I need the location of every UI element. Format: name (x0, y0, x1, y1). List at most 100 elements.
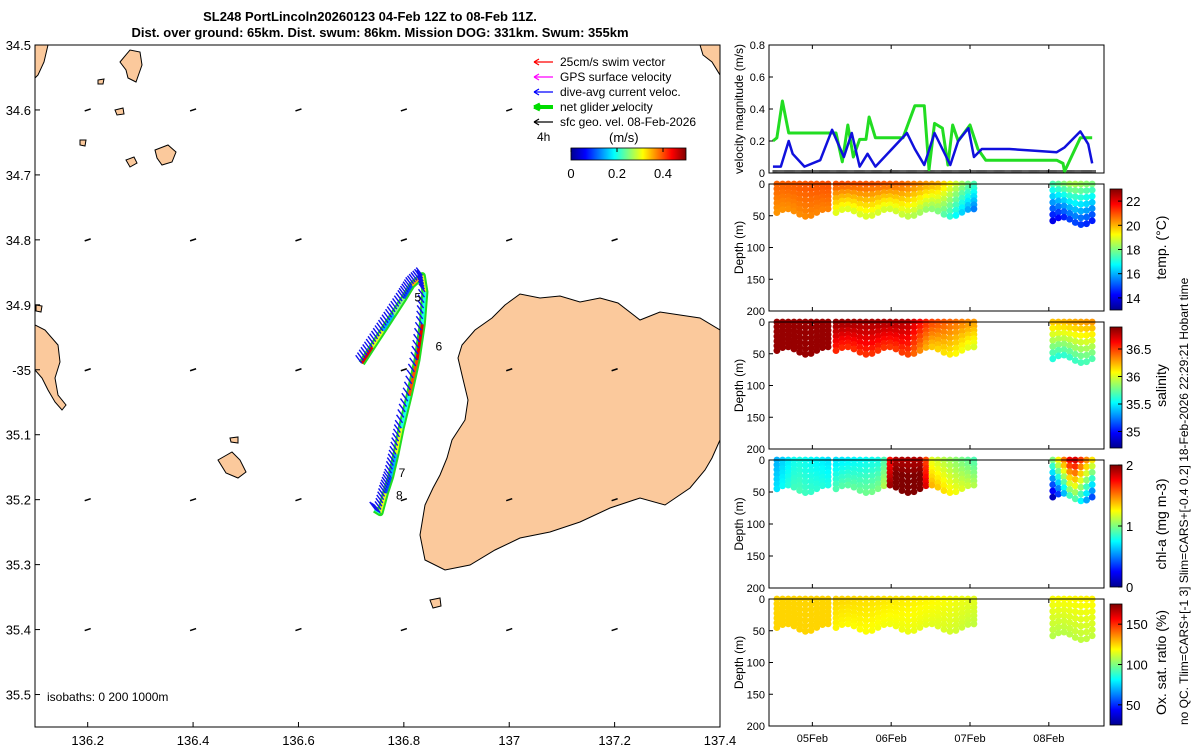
section-sample-dot (916, 485, 924, 493)
y-tick-label: 50 (753, 487, 765, 499)
section-sample-dot (958, 190, 966, 197)
section-sample-dot (813, 470, 821, 478)
dive-avg-current-arrow (374, 500, 382, 510)
section-sample-dot (964, 206, 972, 213)
section-sample-dot (832, 332, 840, 340)
section-sample-dot (886, 205, 894, 213)
section-sample-dot (796, 328, 804, 336)
section-sample-dot (898, 466, 906, 474)
section-sample-dot (832, 185, 840, 193)
section-sample-dot (1077, 207, 1085, 215)
section-sample-dot (801, 462, 809, 469)
section-sample-dot (838, 344, 846, 351)
section-sample-dot (1083, 496, 1090, 504)
section-sample-dot (813, 332, 821, 340)
legend-swatch-arrowhead (533, 88, 540, 96)
section-sample-dot (916, 185, 924, 193)
dive-avg-current-arrow (413, 333, 421, 343)
section-sample-dot (1071, 325, 1079, 332)
section-sample-dot (1049, 211, 1057, 219)
section-sample-dot (1060, 346, 1068, 353)
dive-avg-current-arrow (384, 464, 393, 474)
glider-track (355, 267, 429, 517)
panel-chlorophyll: 0 1 2 chl-a (mg m-3) 0 50 100 150 200 Depth (m) (732, 455, 1169, 595)
lat-tick-label: 35.3 (6, 558, 31, 573)
y-tick-label: 200 (747, 721, 765, 733)
section-sample-dot (807, 621, 815, 629)
colorbar (1109, 326, 1123, 449)
island-i (429, 597, 442, 609)
y-axis-label: Depth (m) (732, 636, 746, 689)
northeast-landmass (699, 45, 720, 76)
section-sample-dot (1083, 200, 1090, 208)
section-sample-dot (958, 623, 966, 631)
section-sample-dot (910, 329, 918, 336)
section-segment (1049, 595, 1096, 643)
section-sample-dot (1088, 192, 1096, 200)
section-segment (773, 595, 832, 635)
section-sample-dot (796, 620, 804, 628)
section-sample-dot (958, 480, 966, 488)
section-sample-dot (773, 466, 781, 473)
section-sample-dot (801, 627, 809, 635)
kangaroo-island-landmass (419, 293, 720, 571)
lat-tick-label: 34.7 (6, 168, 31, 183)
section-sample-dot (946, 207, 954, 215)
section-sample-dot (880, 621, 888, 628)
section-sample-dot (958, 332, 966, 340)
section-sample-dot (1077, 483, 1085, 491)
section-sample-dot (898, 476, 906, 484)
section-sample-dot (779, 206, 786, 213)
section-sample-dot (868, 467, 876, 474)
section-sample-dot (916, 337, 924, 345)
section-sample-dot (796, 466, 804, 474)
dive-avg-current-arrow (406, 369, 414, 379)
section-sample-dot (1071, 350, 1079, 358)
section-sample-dot (796, 185, 804, 193)
section-sample-dot (904, 345, 912, 353)
section-sample-dot (898, 605, 906, 613)
section-sample-dot (904, 462, 912, 469)
section-sample-dot (904, 323, 912, 331)
section-sample-dot (862, 611, 870, 619)
section-sample-dot (1071, 614, 1079, 622)
section-sample-dot (1060, 197, 1068, 204)
section-sample-dot (801, 472, 809, 480)
section-sample-dot (1066, 209, 1074, 217)
section-sample-dot (773, 480, 781, 488)
section-sample-dot (1071, 488, 1079, 496)
section-sample-dot (958, 609, 966, 617)
section-sample-dot (832, 199, 840, 207)
section-sample-dot (892, 622, 900, 630)
section-sample-dot (952, 606, 960, 613)
section-sample-dot (1054, 329, 1062, 337)
series-line-dive-avg-current (772, 126, 1094, 168)
section-sample-dot (868, 488, 876, 496)
section-segment (1049, 180, 1096, 228)
speed-colorbar-ticks: 0 0.2 0.4 (567, 148, 672, 181)
section-sample-dot (856, 461, 864, 469)
dive-avg-current-arrow (388, 303, 396, 313)
section-sample-dot (801, 334, 809, 342)
section-segment (832, 456, 978, 496)
section-sample-dot (1071, 337, 1079, 345)
section-sample-dot (1060, 351, 1068, 359)
section-sample-dot (824, 620, 832, 628)
section-sample-dot (922, 344, 930, 351)
section-sample-dot (910, 606, 918, 613)
section-sample-dot (1060, 335, 1068, 342)
dive-avg-current-arrow (383, 471, 391, 481)
section-sample-dot (813, 209, 821, 216)
section-sample-dot (832, 337, 840, 345)
lon-tick-label: 136.8 (388, 733, 421, 748)
section-sample-dot (1088, 626, 1096, 634)
section-sample-dot (844, 620, 852, 628)
section-sample-dot (898, 615, 906, 623)
section-sample-dot (1077, 194, 1085, 201)
section-sample-dot (928, 343, 936, 351)
section-segment (1049, 318, 1096, 366)
section-sample-dot (1088, 349, 1096, 357)
geo-velocity-arrow (295, 627, 302, 632)
section-sample-dot (807, 616, 815, 624)
section-sample-dot (1071, 627, 1079, 635)
